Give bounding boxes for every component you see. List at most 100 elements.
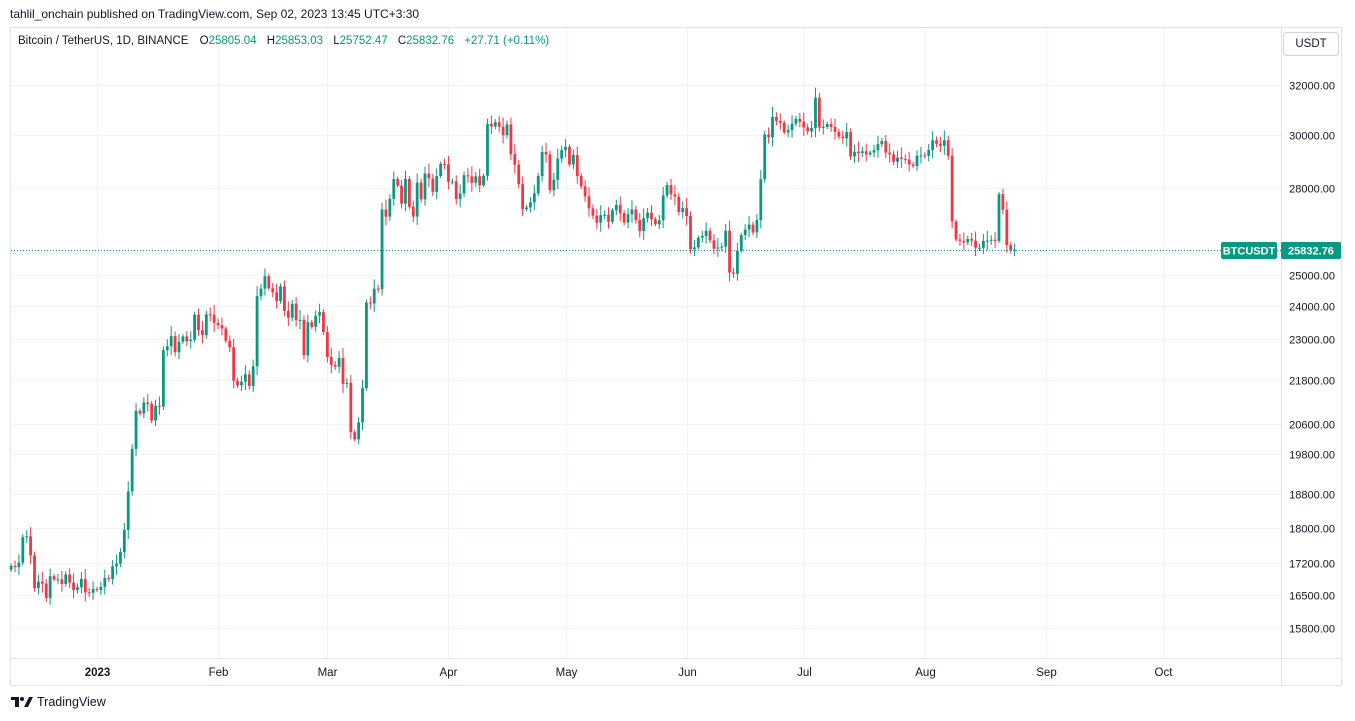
candle-body bbox=[614, 204, 618, 211]
candle-body bbox=[552, 179, 556, 191]
x-tick-label: Sep bbox=[1036, 667, 1056, 679]
symbol-tag-label: BTCUSDT bbox=[1223, 246, 1276, 258]
candle-body bbox=[76, 587, 79, 590]
candle-body bbox=[275, 292, 279, 301]
candle-body bbox=[970, 238, 974, 241]
y-tick-label: 18800.00 bbox=[1289, 490, 1335, 502]
candle-body bbox=[411, 206, 415, 217]
candle-body bbox=[568, 146, 571, 165]
candle-body bbox=[99, 586, 103, 590]
candle-body bbox=[911, 164, 915, 167]
candle-body bbox=[646, 212, 649, 219]
candle-body bbox=[474, 176, 478, 183]
candle-body bbox=[396, 178, 400, 186]
candle-body bbox=[868, 152, 872, 155]
candle-body bbox=[169, 336, 173, 347]
candle-body bbox=[17, 562, 21, 568]
candle-body bbox=[306, 322, 310, 356]
candle-body bbox=[138, 410, 142, 414]
candle-body bbox=[935, 140, 938, 144]
candle-body bbox=[325, 332, 329, 358]
candle-body bbox=[298, 319, 302, 321]
candle-body bbox=[161, 350, 165, 407]
candle-body bbox=[1009, 245, 1013, 251]
candle-body bbox=[532, 193, 536, 203]
candle-body bbox=[283, 286, 286, 311]
candle-body bbox=[853, 151, 856, 157]
symbol-name[interactable]: Bitcoin / TetherUS, 1D, BINANCE bbox=[18, 35, 189, 47]
candle-body bbox=[903, 158, 907, 160]
candle-body bbox=[345, 382, 349, 384]
candle-body bbox=[958, 239, 962, 241]
open-value: 25805.04 bbox=[208, 35, 257, 47]
candle-body bbox=[134, 410, 138, 449]
candle-body bbox=[1013, 249, 1017, 251]
candle-body bbox=[478, 176, 482, 186]
candle-body bbox=[927, 149, 931, 156]
candle-body bbox=[536, 176, 540, 194]
candle-body bbox=[841, 136, 845, 139]
candle-body bbox=[279, 286, 282, 301]
currency-button[interactable]: USDT bbox=[1283, 32, 1339, 56]
candle-body bbox=[314, 315, 318, 327]
candle-body bbox=[83, 578, 87, 593]
candle-body bbox=[427, 173, 431, 179]
candle-body bbox=[829, 123, 833, 128]
candle-body bbox=[603, 214, 607, 216]
candle-body bbox=[704, 230, 708, 236]
y-tick-label: 28000.00 bbox=[1289, 184, 1335, 196]
y-tick-label: 30000.00 bbox=[1289, 131, 1335, 143]
candle-body bbox=[771, 116, 774, 138]
candle-body bbox=[544, 152, 548, 155]
candle-body bbox=[240, 381, 243, 386]
candle-body bbox=[318, 312, 321, 316]
candle-body bbox=[657, 220, 661, 225]
candle-body bbox=[931, 140, 935, 150]
candle-body bbox=[864, 151, 868, 155]
candle-body bbox=[775, 116, 778, 121]
candle-body bbox=[611, 210, 614, 222]
candle-body bbox=[599, 215, 603, 223]
candle-body bbox=[103, 578, 107, 587]
candle-body bbox=[505, 124, 509, 136]
candle-body bbox=[810, 128, 813, 132]
chart-frame[interactable] bbox=[10, 27, 1342, 686]
candle-body bbox=[232, 347, 236, 381]
high-value: 25853.03 bbox=[275, 35, 324, 47]
candle-body bbox=[224, 328, 228, 341]
candle-body bbox=[997, 194, 1001, 241]
candle-body bbox=[154, 405, 157, 421]
candle-body bbox=[942, 140, 946, 146]
candle-body bbox=[431, 178, 435, 192]
candle-body bbox=[739, 235, 743, 251]
candle-body bbox=[989, 239, 993, 241]
candle-body bbox=[607, 214, 610, 222]
candle-body bbox=[540, 152, 544, 177]
candle-body bbox=[44, 583, 48, 598]
candle-body bbox=[435, 176, 439, 192]
candle-body bbox=[111, 566, 115, 579]
y-tick-label: 24000.00 bbox=[1289, 302, 1335, 314]
tradingview-logo[interactable]: TradingView bbox=[11, 695, 106, 709]
candle-body bbox=[384, 209, 388, 217]
candle-body bbox=[21, 537, 25, 563]
candle-body bbox=[400, 185, 403, 204]
candle-body bbox=[794, 118, 798, 124]
candle-body bbox=[693, 247, 696, 250]
candle-body bbox=[329, 357, 333, 365]
candle-body bbox=[37, 581, 40, 589]
candle-body bbox=[724, 230, 728, 247]
candle-body bbox=[888, 152, 892, 155]
candle-body bbox=[333, 364, 337, 367]
candle-body bbox=[591, 208, 595, 216]
candle-body bbox=[798, 118, 802, 122]
y-tick-label: 16500.00 bbox=[1289, 591, 1335, 603]
candle-body bbox=[962, 240, 966, 243]
candle-body bbox=[735, 250, 739, 274]
candle-body bbox=[974, 240, 977, 248]
candle-body bbox=[9, 565, 13, 570]
candle-body bbox=[814, 97, 817, 129]
candle-body bbox=[892, 154, 895, 162]
candle-body bbox=[821, 127, 825, 129]
